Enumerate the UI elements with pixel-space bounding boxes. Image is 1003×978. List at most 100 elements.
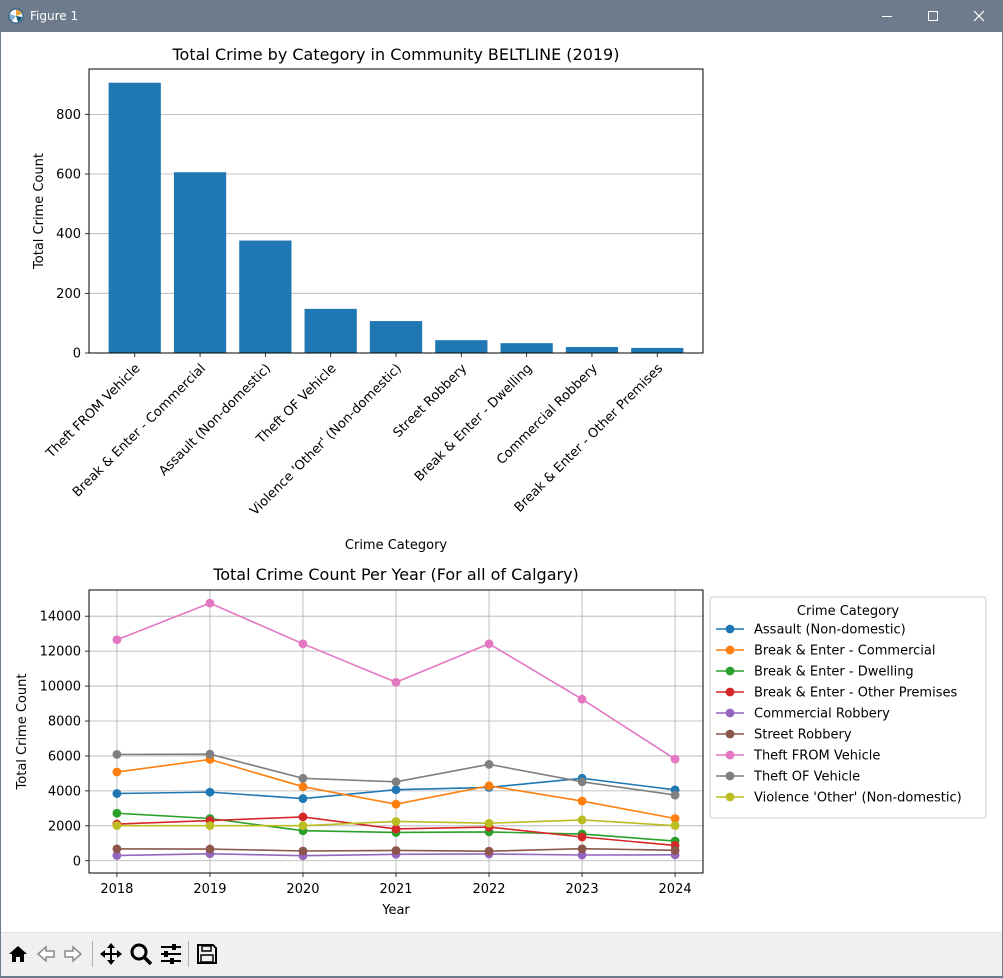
bar-y-tick-label: 0: [73, 347, 81, 362]
data-point: [577, 694, 587, 704]
forward-button[interactable]: [59, 939, 87, 969]
sliders-icon: [161, 944, 181, 964]
data-point: [577, 777, 587, 787]
line-y-tick-label: 0: [73, 854, 81, 869]
data-point: [391, 846, 401, 855]
line-y-tick-label: 10000: [40, 680, 81, 695]
data-point: [112, 808, 122, 818]
line-y-axis-label: Total Crime Count: [15, 674, 30, 791]
line-x-tick-label: 2023: [566, 882, 599, 897]
data-point: [391, 824, 401, 834]
data-point: [205, 844, 215, 854]
bar: [173, 172, 227, 353]
bar: [565, 347, 619, 353]
charts-svg: Total Crime by Category in Community BEL…: [15, 45, 987, 918]
line-y-tick-label: 2000: [48, 819, 81, 834]
bar: [239, 240, 292, 353]
data-point: [112, 635, 122, 645]
data-point: [577, 815, 587, 825]
data-point: [577, 850, 587, 860]
bar: [304, 308, 357, 353]
bar-y-tick-label: 800: [56, 108, 81, 123]
bar-x-tick-label: Assault (Non-domestic): [156, 361, 274, 479]
data-point: [484, 639, 494, 649]
data-point: [112, 851, 122, 860]
line-y-tick-label: 8000: [48, 715, 81, 730]
window-border-bottom: [0, 976, 1003, 978]
legend-marker: [725, 771, 735, 781]
home-button[interactable]: [4, 939, 32, 969]
move-icon: [100, 943, 122, 965]
legend-marker: [725, 750, 735, 760]
data-point: [298, 846, 308, 856]
line-x-tick-label: 2024: [659, 882, 692, 897]
window-border-left: [0, 32, 1, 978]
configure-subplots-button[interactable]: [157, 939, 185, 969]
minimize-button[interactable]: [864, 0, 910, 32]
window-titlebar: Figure 1: [0, 0, 1003, 32]
bar-y-tick-label: 200: [56, 287, 81, 302]
bar-chart-title: Total Crime by Category in Community BEL…: [172, 45, 620, 64]
data-point: [484, 781, 494, 791]
legend-marker: [725, 624, 735, 634]
legend-entry-label: Assault (Non-domestic): [754, 623, 906, 638]
data-point: [670, 754, 680, 764]
bar-x-axis-label: Crime Category: [345, 538, 448, 553]
data-point: [298, 794, 308, 803]
legend-title: Crime Category: [797, 604, 900, 619]
maximize-button[interactable]: [910, 0, 956, 32]
bar-y-tick-label: 600: [56, 168, 81, 183]
close-icon: [973, 10, 985, 22]
save-icon: [197, 944, 217, 964]
line-y-tick-label: 12000: [40, 645, 81, 660]
data-point: [391, 799, 401, 809]
toolbar-separator: [92, 941, 93, 967]
legend-entry-label: Break & Enter - Dwelling: [754, 665, 914, 680]
zoom-button[interactable]: [127, 939, 155, 969]
legend-marker: [725, 645, 735, 655]
line-x-axis-label: Year: [381, 903, 410, 918]
legend-entry-label: Violence 'Other' (Non-domestic): [754, 791, 962, 806]
back-arrow-icon: [36, 945, 55, 963]
navigation-toolbar: [1, 932, 1002, 977]
bar: [435, 340, 488, 353]
legend-entry-label: Break & Enter - Other Premises: [754, 686, 957, 701]
save-button[interactable]: [193, 939, 221, 969]
data-point: [112, 821, 122, 831]
legend-marker: [725, 708, 735, 718]
legend-entry-label: Theft FROM Vehicle: [753, 749, 880, 764]
data-point: [391, 785, 401, 795]
line-chart-title: Total Crime Count Per Year (For all of C…: [212, 565, 579, 584]
data-point: [391, 677, 401, 687]
data-point: [205, 749, 215, 759]
data-point: [112, 749, 122, 759]
legend-marker: [725, 729, 735, 739]
bar: [500, 343, 553, 353]
data-point: [112, 844, 122, 854]
data-point: [205, 821, 215, 831]
legend-box: [709, 596, 987, 819]
data-point: [577, 832, 587, 842]
line-axes-frame: [88, 589, 704, 874]
line-x-tick-label: 2021: [379, 882, 412, 897]
data-point: [577, 796, 587, 806]
data-point: [391, 777, 401, 787]
toolbar-separator: [188, 941, 189, 967]
bar-x-tick-label: Break & Enter - Commercial: [70, 361, 209, 500]
line-y-tick-label: 6000: [48, 749, 81, 764]
data-point: [205, 787, 215, 797]
back-button[interactable]: [32, 939, 60, 969]
close-button[interactable]: [956, 0, 1002, 32]
pan-button[interactable]: [97, 939, 125, 969]
home-icon: [9, 946, 27, 962]
maximize-icon: [928, 11, 938, 21]
data-point: [298, 821, 308, 831]
legend-entry-label: Commercial Robbery: [754, 707, 890, 722]
bar-y-axis-label: Total Crime Count: [32, 153, 47, 270]
data-point: [298, 773, 308, 783]
line-x-tick-label: 2018: [100, 882, 133, 897]
data-point: [577, 844, 587, 854]
data-point: [670, 845, 680, 855]
bar: [108, 82, 161, 353]
bar: [369, 321, 423, 353]
